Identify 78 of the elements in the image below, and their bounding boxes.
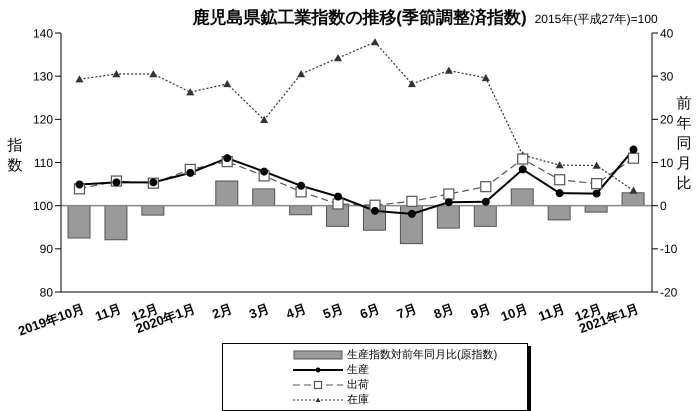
point — [480, 181, 492, 192]
point — [518, 165, 527, 174]
y-tick-label: 120 — [32, 112, 54, 127]
x-tick-label: 4月 — [284, 300, 308, 322]
point — [223, 80, 232, 88]
point — [406, 196, 418, 207]
bar — [68, 205, 90, 239]
bar — [215, 180, 238, 206]
x-tick-label: 11月 — [93, 300, 124, 324]
point — [556, 161, 564, 168]
y-tick-label: 130 — [32, 69, 54, 84]
point — [592, 162, 601, 169]
point — [443, 188, 454, 200]
bar — [474, 205, 497, 227]
x-tick-label: 9月 — [468, 300, 493, 322]
x-tick-label: 10月 — [498, 300, 530, 324]
bar — [510, 188, 534, 206]
x-tick-label: 2月 — [210, 300, 234, 322]
point — [297, 182, 306, 190]
point — [149, 70, 158, 78]
point — [556, 189, 564, 198]
point — [223, 154, 232, 162]
y-axis-title: 指数 — [6, 137, 22, 174]
y2-tick-label: 20 — [660, 112, 674, 127]
point — [630, 146, 638, 154]
point — [186, 168, 194, 177]
legend-label: 生産 — [347, 362, 369, 377]
point — [260, 116, 268, 123]
point — [334, 54, 342, 62]
point — [590, 178, 602, 190]
point — [408, 80, 416, 88]
point — [628, 152, 640, 164]
point — [517, 153, 528, 165]
point — [75, 75, 84, 82]
point — [482, 198, 490, 206]
point — [554, 174, 566, 186]
bar — [548, 205, 571, 220]
y-tick-label: 110 — [34, 156, 54, 170]
chart-title: 鹿児島県鉱工業指数の推移(季節調整済指数) — [192, 7, 527, 29]
y2-tick-label: -20 — [660, 285, 678, 300]
y2-tick-label: 40 — [660, 26, 674, 40]
point — [592, 190, 601, 198]
point — [186, 88, 194, 96]
x-tick-label: 3月 — [247, 300, 272, 322]
y2-tick-label: -10 — [660, 242, 678, 256]
point — [112, 70, 120, 78]
point — [149, 178, 158, 186]
legend-label: 在庫 — [347, 392, 369, 407]
x-tick-label: 11月 — [536, 300, 567, 324]
x-tick-label: 2019年10月 — [16, 300, 86, 339]
point — [482, 74, 490, 82]
legend-label: 出荷 — [347, 378, 369, 392]
point — [630, 186, 638, 194]
point — [444, 66, 453, 74]
x-tick-label: 7月 — [394, 300, 419, 322]
point — [370, 38, 379, 46]
point — [297, 70, 306, 78]
y2-axis-title: 前年同月比 — [676, 95, 692, 192]
legend-label: 生産指数対前年同月比(原指数) — [347, 348, 498, 362]
bar — [104, 205, 128, 240]
chart-subtitle: 2015年(平成27年)=100 — [534, 11, 658, 28]
point — [334, 192, 342, 201]
y-tick-label: 80 — [40, 285, 54, 300]
point — [408, 210, 416, 218]
y2-tick-label: 30 — [660, 69, 674, 84]
point — [260, 168, 268, 176]
bar — [252, 188, 276, 206]
point — [370, 206, 379, 215]
y2-tick-label: 10 — [660, 156, 674, 170]
bar — [436, 205, 460, 229]
y-tick-label: 100 — [32, 198, 54, 213]
y2-tick-label: 0 — [660, 198, 667, 213]
point — [444, 198, 453, 206]
x-tick-label: 5月 — [320, 300, 346, 322]
x-tick-label: 8月 — [432, 300, 456, 322]
x-tick-label: 6月 — [358, 300, 382, 322]
y-tick-label: 90 — [40, 242, 54, 256]
y-tick-label: 140 — [32, 26, 54, 40]
